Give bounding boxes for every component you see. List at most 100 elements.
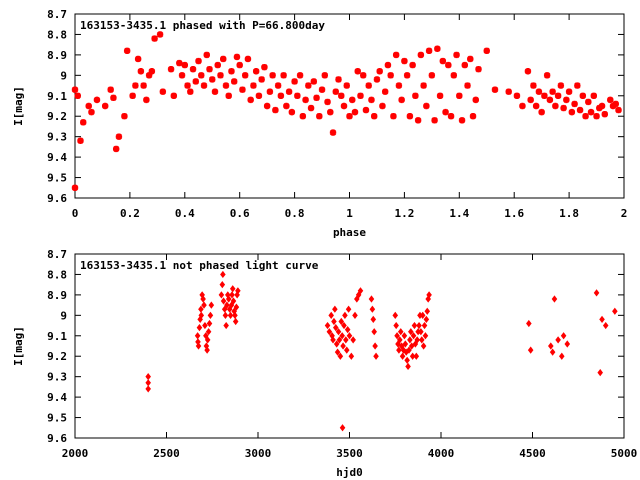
data-point <box>357 287 364 295</box>
data-point <box>227 311 234 319</box>
data-point <box>590 92 598 99</box>
data-point <box>74 92 81 99</box>
data-point <box>263 102 271 110</box>
data-point <box>341 321 347 330</box>
data-point <box>202 321 208 330</box>
data-point <box>339 332 345 340</box>
y-tick-label: 8.9 <box>47 49 67 62</box>
data-point <box>557 82 565 89</box>
data-point <box>371 113 378 120</box>
data-point <box>229 291 235 299</box>
data-point <box>431 117 438 124</box>
data-point <box>219 281 226 289</box>
data-point <box>555 336 561 344</box>
data-point <box>559 352 565 360</box>
data-point <box>192 78 199 85</box>
data-point <box>597 368 603 377</box>
data-point <box>228 68 235 75</box>
data-point <box>330 336 336 344</box>
data-point <box>167 66 175 73</box>
data-point <box>371 328 377 336</box>
data-point <box>423 102 430 110</box>
data-point <box>346 332 353 340</box>
data-point <box>222 311 229 319</box>
y-axis-label: I[mag] <box>12 86 25 126</box>
data-point <box>365 82 372 89</box>
data-point <box>568 108 576 116</box>
data-point <box>230 297 237 305</box>
data-point <box>387 72 394 79</box>
data-point <box>447 113 455 120</box>
data-point <box>207 311 214 319</box>
data-point <box>291 78 298 85</box>
data-point <box>439 57 447 65</box>
y-tick-label: 8.9 <box>47 289 67 302</box>
data-point <box>397 336 403 344</box>
x-tick-label: 1 <box>346 207 353 220</box>
x-tick-label: 1.8 <box>559 207 579 220</box>
data-point <box>176 59 183 67</box>
data-point <box>156 31 164 38</box>
y-tick-label: 8.7 <box>47 248 67 261</box>
data-point <box>310 78 318 85</box>
data-point <box>115 133 123 140</box>
data-point <box>419 311 426 319</box>
data-point <box>159 88 167 95</box>
x-tick-label: 0.8 <box>285 207 305 220</box>
data-point <box>335 328 342 336</box>
data-point <box>571 100 578 108</box>
data-point <box>209 76 216 83</box>
data-point <box>407 336 413 344</box>
data-point <box>450 72 458 79</box>
data-point <box>421 321 428 330</box>
x-tick-label: 4000 <box>428 447 455 460</box>
data-point <box>428 72 436 79</box>
data-point <box>541 92 548 99</box>
data-point <box>294 92 301 99</box>
data-point <box>112 145 120 153</box>
data-point <box>221 305 228 313</box>
data-point <box>392 51 400 59</box>
data-point <box>229 285 236 293</box>
data-point <box>527 346 534 354</box>
data-point <box>426 291 432 299</box>
data-point <box>231 78 238 85</box>
data-point <box>535 88 543 95</box>
data-point <box>406 346 412 354</box>
data-point <box>530 82 537 89</box>
data-point <box>241 72 249 79</box>
data-point <box>280 72 287 79</box>
y-tick-label: 9.3 <box>47 131 67 144</box>
y-tick-label: 9.1 <box>47 90 67 103</box>
data-point <box>527 96 534 104</box>
data-point <box>333 340 340 348</box>
data-point <box>419 336 425 344</box>
data-point <box>337 352 344 360</box>
data-point <box>417 51 425 59</box>
data-point <box>328 311 334 319</box>
x-tick-label: 5000 <box>611 447 638 460</box>
data-point <box>272 106 279 114</box>
data-point <box>434 45 441 52</box>
chart-title: 163153-3435.1 not phased light curve <box>80 259 319 272</box>
data-point <box>332 305 338 313</box>
data-point <box>549 348 556 356</box>
x-tick-label: 0.4 <box>175 207 195 220</box>
data-point <box>232 317 239 326</box>
data-point <box>80 119 87 126</box>
data-point <box>211 88 219 95</box>
y-tick-label: 9.2 <box>47 110 67 123</box>
data-point <box>409 352 416 360</box>
data-point <box>255 92 263 99</box>
x-tick-label: 0 <box>72 207 79 220</box>
data-point <box>148 68 156 75</box>
data-point <box>277 92 285 99</box>
data-point <box>453 51 460 59</box>
y-tick-label: 8.8 <box>47 268 67 281</box>
data-point <box>206 319 213 328</box>
data-point <box>196 323 203 332</box>
data-point <box>266 88 274 95</box>
data-point <box>222 82 230 89</box>
data-point <box>436 92 444 99</box>
